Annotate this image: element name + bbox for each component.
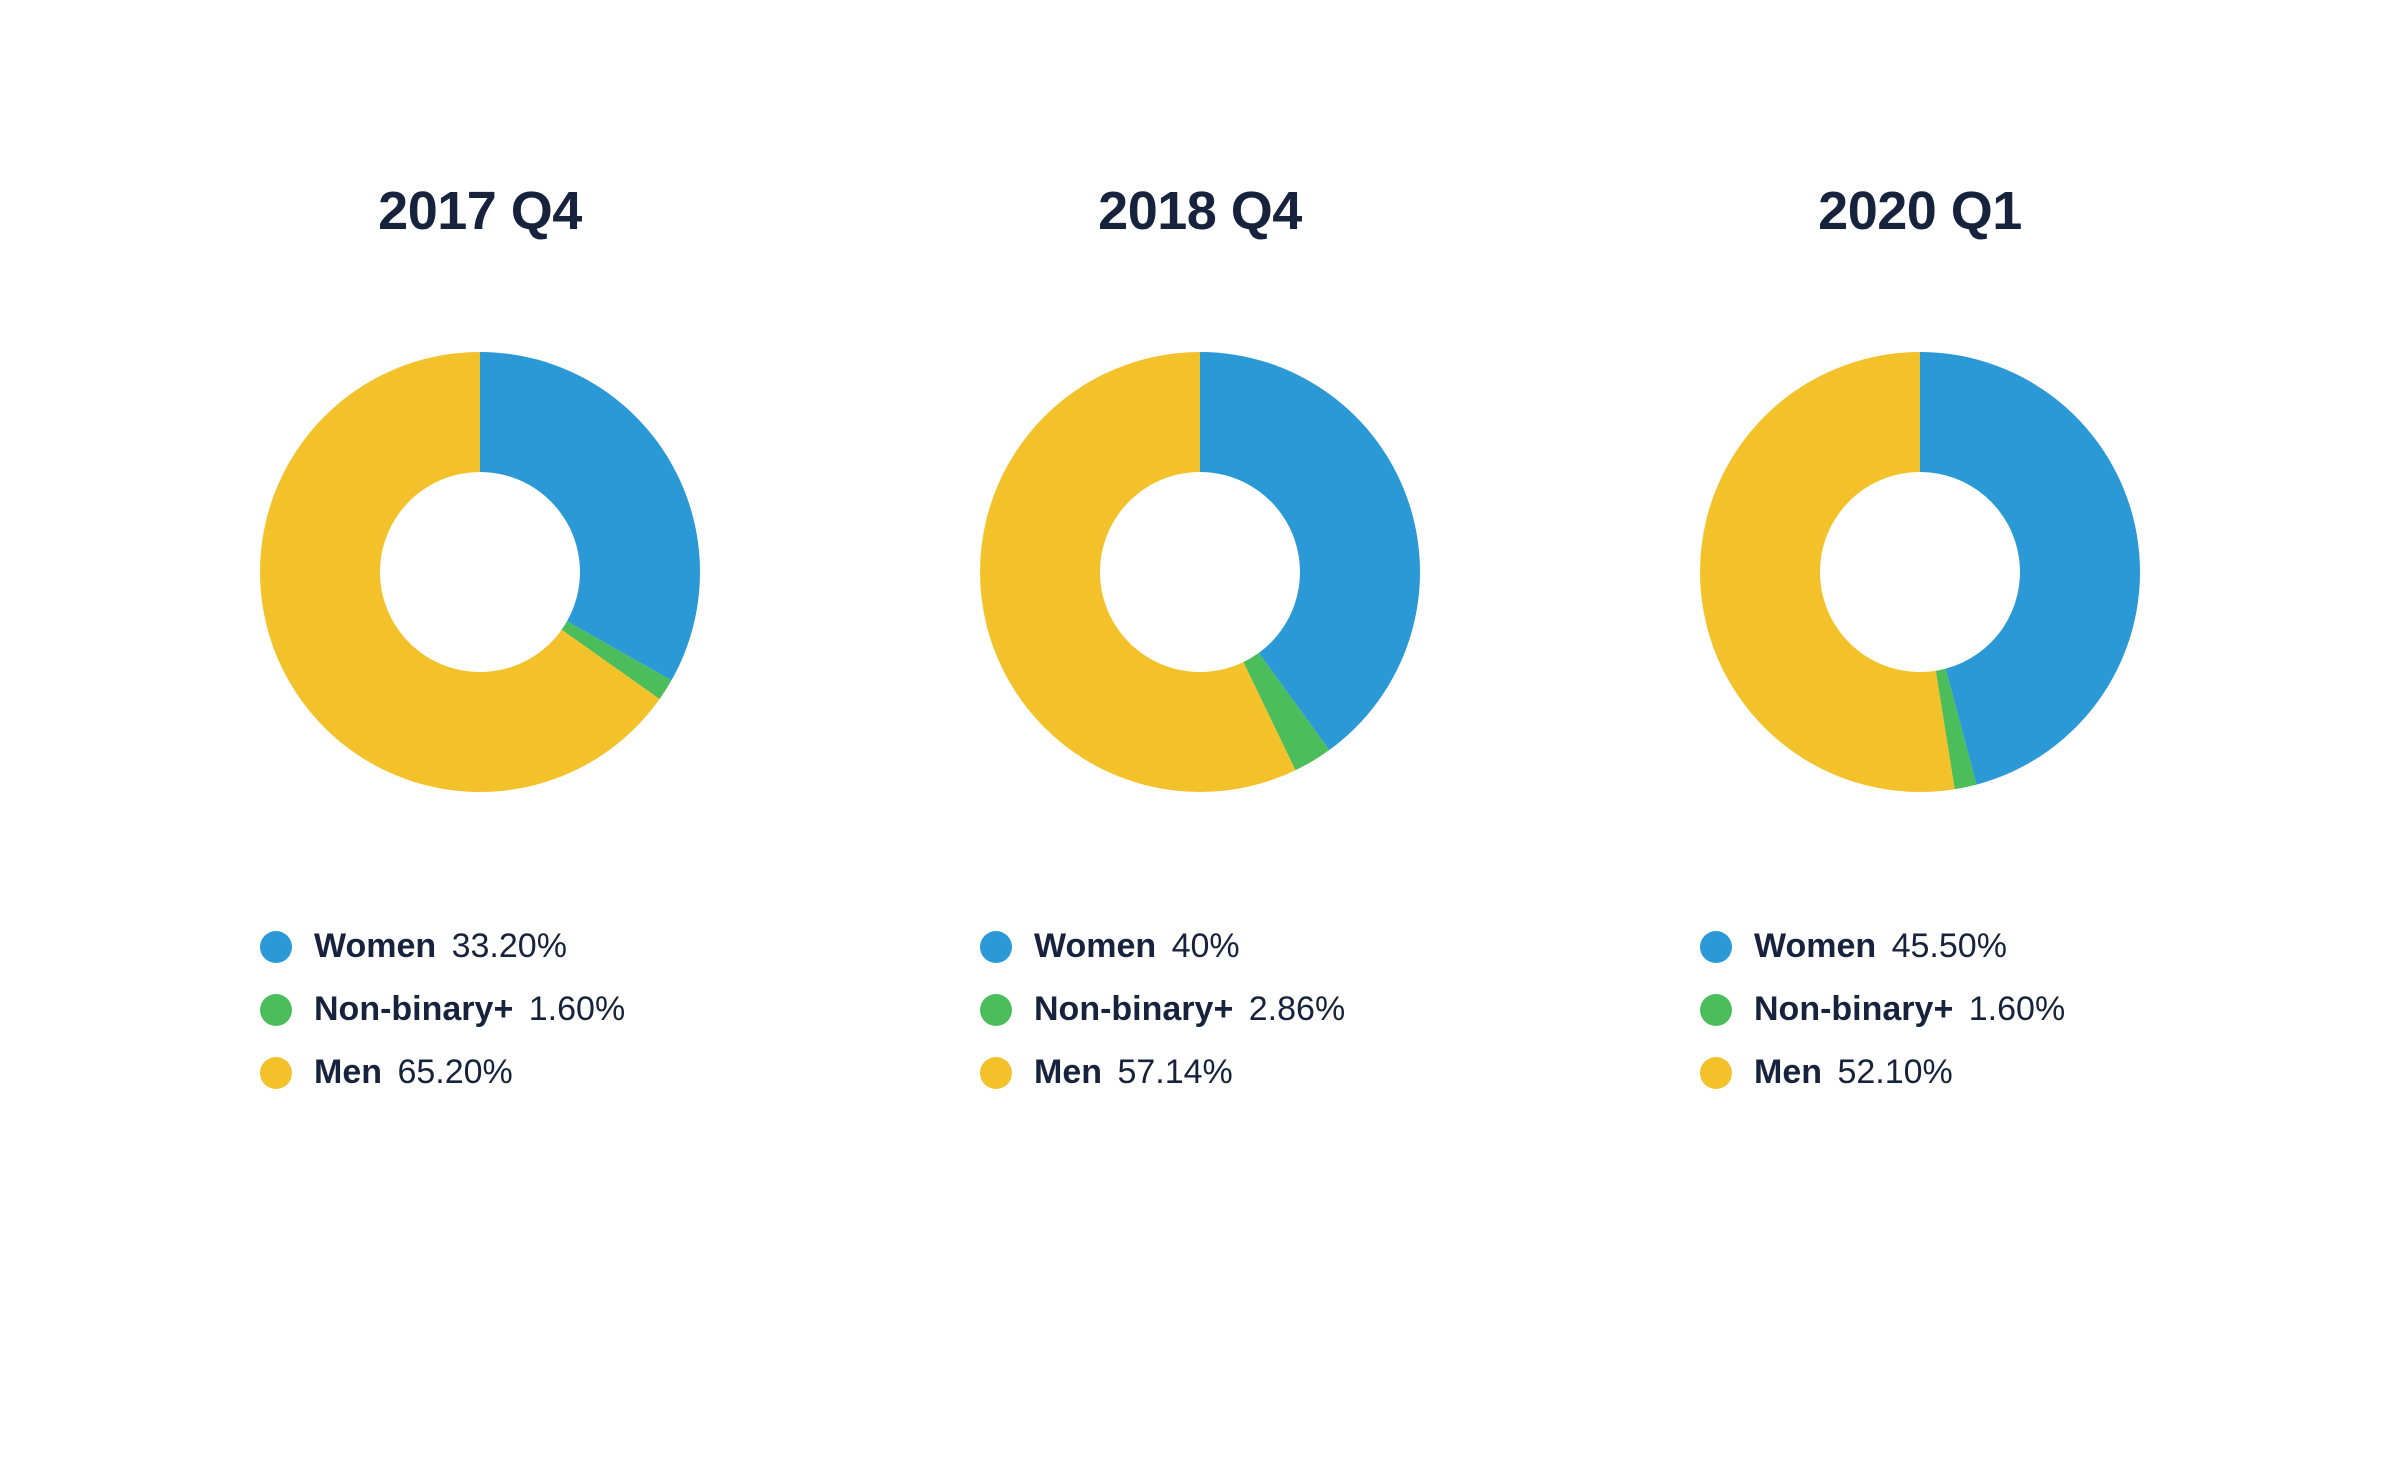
legend-value: 1.60% [1969, 990, 2065, 1028]
legend-row-men: Men 52.10% [1700, 1053, 2065, 1092]
donut-slice-women [480, 352, 700, 680]
legend: Women 33.20% Non-binary+ 1.60% Men 65.20… [260, 927, 625, 1092]
legend-row-women: Women 33.20% [260, 927, 625, 966]
legend-label: Women [1034, 927, 1156, 965]
donut-svg [260, 352, 700, 792]
swatch-men [1700, 1057, 1732, 1089]
swatch-nonbinary [980, 994, 1012, 1026]
legend-label: Women [314, 927, 436, 965]
legend-row-nonbinary: Non-binary+ 1.60% [260, 990, 625, 1029]
donut-chart [1700, 352, 2140, 797]
legend-label: Non-binary+ [1034, 990, 1233, 1028]
legend-value: 33.20% [452, 927, 567, 965]
donut-chart [260, 352, 700, 797]
donut-chart [980, 352, 1420, 797]
donut-panel-2020q1: 2020 Q1 Women 45.50% Non-binary+ 1.60% [1660, 180, 2180, 1092]
panel-title: 2017 Q4 [378, 180, 582, 242]
legend-value: 1.60% [529, 990, 625, 1028]
legend-label: Women [1754, 927, 1876, 965]
legend-label: Non-binary+ [1754, 990, 1953, 1028]
legend-row-nonbinary: Non-binary+ 1.60% [1700, 990, 2065, 1029]
swatch-nonbinary [260, 994, 292, 1026]
legend-row-men: Men 57.14% [980, 1053, 1345, 1092]
legend: Women 45.50% Non-binary+ 1.60% Men 52.10… [1700, 927, 2065, 1092]
legend-label: Men [314, 1053, 382, 1091]
swatch-nonbinary [1700, 994, 1732, 1026]
legend-row-women: Women 40% [980, 927, 1345, 966]
legend-row-men: Men 65.20% [260, 1053, 625, 1092]
legend: Women 40% Non-binary+ 2.86% Men 57.14% [980, 927, 1345, 1092]
legend-label: Men [1754, 1053, 1822, 1091]
swatch-men [980, 1057, 1012, 1089]
legend-row-women: Women 45.50% [1700, 927, 2065, 966]
legend-row-nonbinary: Non-binary+ 2.86% [980, 990, 1345, 1029]
chart-grid: 2017 Q4 Women 33.20% Non-binary+ 1.60% [0, 0, 2400, 1469]
legend-label: Men [1034, 1053, 1102, 1091]
panel-title: 2018 Q4 [1098, 180, 1302, 242]
legend-value: 45.50% [1892, 927, 2007, 965]
donut-slice-men [1700, 352, 1955, 792]
legend-value: 40% [1172, 927, 1240, 965]
swatch-women [980, 931, 1012, 963]
donut-panel-2017q4: 2017 Q4 Women 33.20% Non-binary+ 1.60% [220, 180, 740, 1092]
legend-label: Non-binary+ [314, 990, 513, 1028]
donut-svg [1700, 352, 2140, 792]
panel-title: 2020 Q1 [1818, 180, 2022, 242]
swatch-women [1700, 931, 1732, 963]
swatch-women [260, 931, 292, 963]
donut-svg [980, 352, 1420, 792]
donut-panel-2018q4: 2018 Q4 Women 40% Non-binary+ 2.86% [940, 180, 1460, 1092]
legend-value: 2.86% [1249, 990, 1345, 1028]
legend-value: 65.20% [397, 1053, 512, 1091]
legend-value: 52.10% [1837, 1053, 1952, 1091]
swatch-men [260, 1057, 292, 1089]
legend-value: 57.14% [1117, 1053, 1232, 1091]
